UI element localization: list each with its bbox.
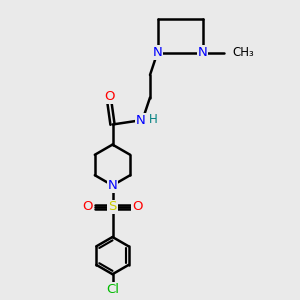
Text: Cl: Cl [106,283,119,296]
Text: O: O [132,200,142,214]
Text: O: O [82,200,93,214]
Text: S: S [108,200,117,214]
Text: N: N [198,46,207,59]
Text: N: N [108,179,117,192]
Text: N: N [136,113,146,127]
Text: H: H [148,113,158,126]
Text: N: N [153,46,162,59]
Text: CH₃: CH₃ [232,46,254,59]
Text: O: O [104,90,115,104]
